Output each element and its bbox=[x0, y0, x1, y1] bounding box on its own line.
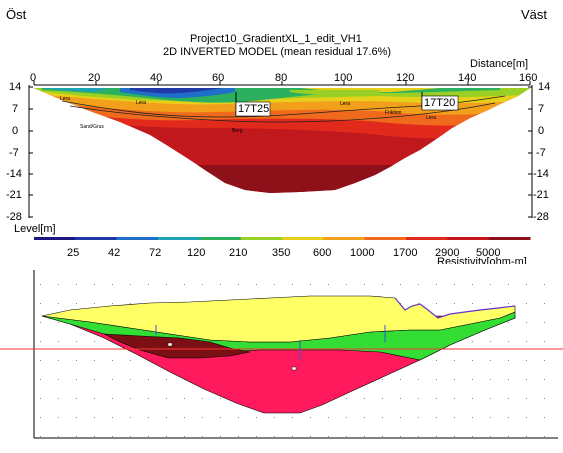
left-level-m7: -7 bbox=[9, 147, 19, 159]
right-level-m14: -14 bbox=[533, 168, 549, 180]
colorbar-segment bbox=[199, 237, 242, 240]
dark-pocket bbox=[103, 333, 251, 359]
top-tick-20: 20 bbox=[88, 72, 101, 84]
colorbar-label-210: 210 bbox=[229, 247, 248, 259]
level-axis-label: Level[m] bbox=[14, 223, 56, 235]
east-label: Öst bbox=[6, 7, 27, 22]
west-label: Väst bbox=[521, 7, 548, 22]
distance-axis-label: Distance[m] bbox=[470, 58, 529, 70]
colorbar-segment bbox=[323, 237, 366, 240]
colorbar-label-72: 72 bbox=[149, 247, 162, 259]
inverted-model-section bbox=[28, 81, 533, 240]
top-tick-60: 60 bbox=[212, 72, 225, 84]
model-title: Project10_GradientXL_1_edit_VH1 bbox=[190, 33, 362, 45]
colorbar-label-25: 25 bbox=[67, 247, 80, 259]
top-tick-0: 0 bbox=[30, 72, 37, 84]
green-layer bbox=[41, 311, 516, 361]
marker-17T25-label: 17T25 bbox=[238, 103, 270, 115]
colorbar-label-1700: 1700 bbox=[393, 247, 418, 259]
top-tick-120: 120 bbox=[396, 72, 415, 84]
right-level-0: 0 bbox=[538, 125, 545, 137]
top-layer bbox=[41, 295, 516, 343]
colorbar-segment bbox=[240, 237, 283, 240]
left-level-m21: -21 bbox=[6, 189, 22, 201]
colorbar-segment bbox=[447, 237, 490, 240]
marker-17T20-label: 17T20 bbox=[424, 97, 456, 109]
colorbar-label-600: 600 bbox=[313, 247, 332, 259]
marker-17T20-box bbox=[421, 95, 459, 111]
top-tick-160: 160 bbox=[519, 72, 538, 84]
colorbar-segment bbox=[116, 237, 159, 240]
inline-label-sand-grus: Sand/Grus bbox=[80, 124, 104, 130]
grid-dots bbox=[40, 284, 545, 437]
colorbar-segment bbox=[75, 237, 118, 240]
colorbar-label-2900: 2900 bbox=[435, 247, 460, 259]
inline-label-lera-3: Lera bbox=[426, 115, 437, 121]
right-level-m28: -28 bbox=[533, 211, 549, 223]
left-level-m28: -28 bbox=[6, 211, 22, 223]
colorbar-segment bbox=[34, 237, 76, 240]
inline-label-lera-1: Lera bbox=[136, 100, 147, 106]
colorbar-label-1000: 1000 bbox=[350, 247, 375, 259]
inline-label-lera-4: Lera bbox=[60, 96, 71, 102]
left-level-14: 14 bbox=[9, 81, 22, 93]
bedrock-layer bbox=[41, 315, 516, 414]
model-subtitle: 2D INVERTED MODEL (mean residual 17.6%) bbox=[163, 46, 392, 58]
colorbar-segment bbox=[158, 237, 200, 240]
marker-17T25-box bbox=[235, 101, 271, 117]
inline-label-friktion: Friktion bbox=[385, 110, 402, 116]
colorbar-label-350: 350 bbox=[272, 247, 291, 259]
top-tick-100: 100 bbox=[334, 72, 353, 84]
inline-label-lera-2: Lera bbox=[340, 101, 351, 107]
colorbar-segment bbox=[406, 237, 448, 240]
resistivity-cells bbox=[34, 88, 530, 193]
right-level-14: 14 bbox=[538, 81, 551, 93]
left-level-0: 0 bbox=[12, 125, 19, 137]
top-tick-40: 40 bbox=[150, 72, 163, 84]
right-level-7: 7 bbox=[538, 103, 545, 115]
colorbar-label-120: 120 bbox=[187, 247, 206, 259]
colorbar-segment bbox=[364, 237, 407, 240]
colorbar-segment bbox=[282, 237, 324, 240]
colorbar-unit-label: Resistivity[ohm-m] bbox=[437, 256, 527, 268]
inline-label-berg: Berg bbox=[232, 128, 243, 134]
colorbar-label-5000: 5000 bbox=[476, 247, 501, 259]
colorbar-label-42: 42 bbox=[108, 247, 121, 259]
right-level-m21: -21 bbox=[533, 189, 549, 201]
left-level-m14: -14 bbox=[6, 168, 22, 180]
top-tick-140: 140 bbox=[458, 72, 477, 84]
top-tick-80: 80 bbox=[275, 72, 288, 84]
resistivity-color-bar bbox=[34, 237, 531, 240]
colorbar-segment bbox=[488, 237, 531, 240]
right-level-m7: -7 bbox=[536, 147, 546, 159]
left-level-7: 7 bbox=[12, 103, 19, 115]
